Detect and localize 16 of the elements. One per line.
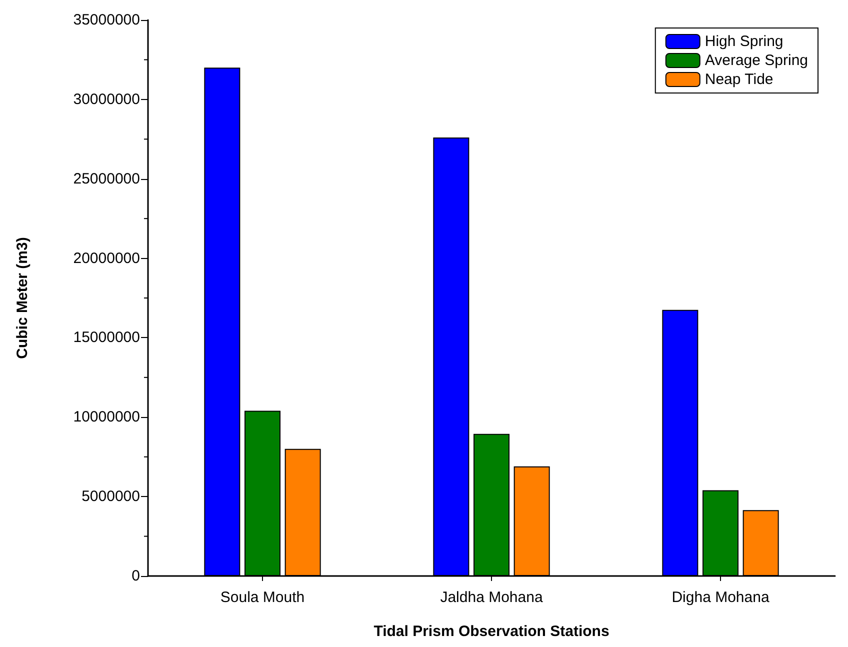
x-tick-label: Digha Mohana — [672, 589, 770, 606]
y-tick-label: 0 — [132, 568, 140, 584]
y-axis-title: Cubic Meter (m3) — [14, 237, 31, 359]
x-axis-title: Tidal Prism Observation Stations — [374, 623, 610, 640]
y-tick-label: 35000000 — [73, 12, 140, 28]
y-tick-label: 25000000 — [73, 170, 140, 188]
legend-label: Neap Tide — [704, 71, 774, 88]
x-tick-label: Soula Mouth — [220, 589, 305, 606]
y-tick-label: 15000000 — [73, 329, 140, 346]
y-tick-label: 30000000 — [73, 90, 140, 108]
y-tick-label: 20000000 — [73, 250, 140, 267]
y-tick-label: 5000000 — [82, 488, 140, 506]
x-tick-label: Jaldha Mohana — [440, 589, 544, 606]
legend-label: High Spring — [704, 33, 784, 50]
legend-label: Average Spring — [704, 52, 808, 69]
y-tick-label: 10000000 — [73, 408, 140, 426]
